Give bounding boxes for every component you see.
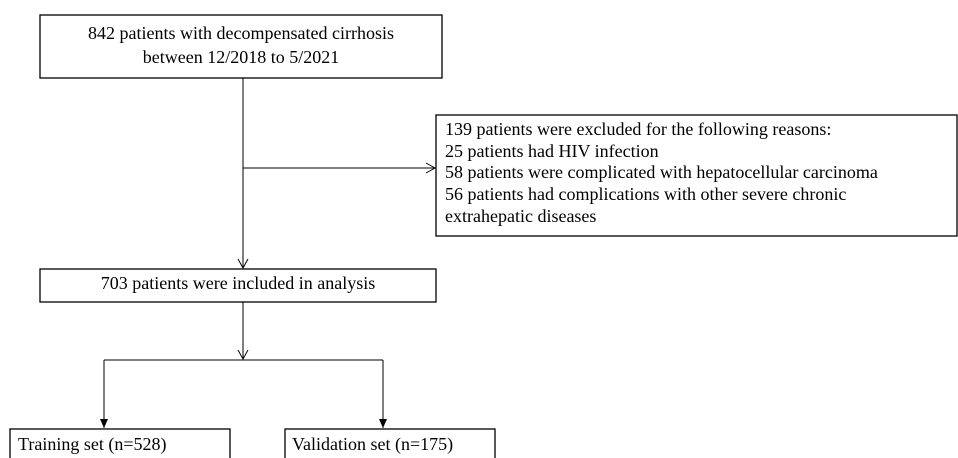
box-text: 703 patients were included in analysis xyxy=(101,273,375,293)
box xyxy=(39,14,443,79)
box xyxy=(284,428,496,458)
box-text: between 12/2018 to 5/2021 xyxy=(143,47,339,67)
box xyxy=(9,428,231,458)
box-text: 139 patients were excluded for the follo… xyxy=(445,119,831,139)
box-text: Validation set (n=175) xyxy=(292,434,453,455)
box-text: extrahepatic diseases xyxy=(445,206,596,226)
box xyxy=(435,114,958,237)
box-text: 842 patients with decompensated cirrhosi… xyxy=(88,23,394,43)
box-text: Training set (n=528) xyxy=(18,434,166,455)
box-text: 56 patients had complications with other… xyxy=(445,184,846,204)
box-text: 58 patients were complicated with hepato… xyxy=(445,162,878,182)
box-text: 25 patients had HIV infection xyxy=(445,141,659,161)
box xyxy=(39,268,437,303)
